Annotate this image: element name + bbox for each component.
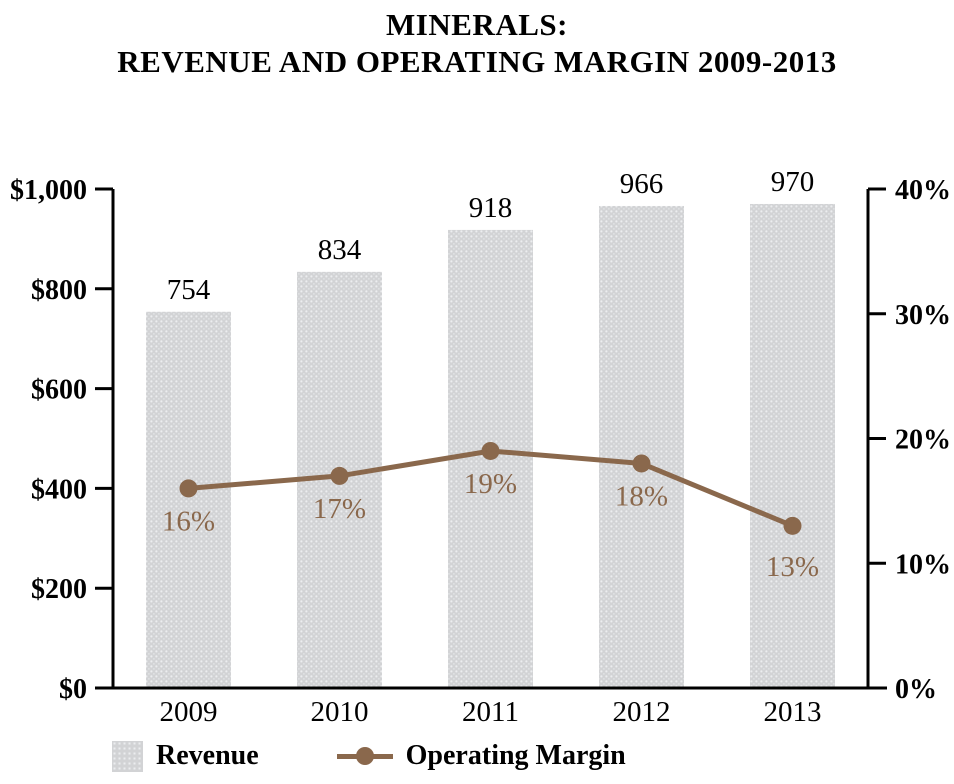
revenue-value-label: 754 bbox=[167, 274, 211, 306]
chart-title-line1: MINERALS: bbox=[386, 7, 568, 42]
margin-point-2009 bbox=[179, 479, 198, 498]
left-axis-label: $1,000 bbox=[10, 175, 87, 206]
margin-point-2011 bbox=[481, 441, 500, 460]
axis-tick-labels: $0 $200 $400 $600 $800 $1,000 0% 10% 20% 30% 40% bbox=[10, 175, 951, 705]
revenue-value-label: 970 bbox=[771, 166, 815, 198]
revenue-value-label: 966 bbox=[620, 168, 664, 200]
x-axis-year-label: 2012 bbox=[613, 696, 671, 728]
revenue-value-label: 834 bbox=[318, 234, 362, 266]
left-axis-label: $0 bbox=[59, 674, 87, 705]
x-axis-year-label: 2013 bbox=[764, 696, 822, 728]
margin-point-2012 bbox=[632, 454, 651, 473]
margin-value-label: 18% bbox=[615, 480, 668, 512]
operating-margin-line bbox=[179, 441, 802, 535]
revenue-bar-2013 bbox=[750, 203, 835, 688]
x-axis-year-label: 2010 bbox=[311, 696, 369, 728]
year-labels: 2009 2010 2011 2012 2013 bbox=[160, 696, 822, 728]
x-axis-year-label: 2009 bbox=[160, 696, 218, 728]
left-axis-label: $600 bbox=[31, 375, 87, 406]
right-axis-label: 40% bbox=[895, 175, 951, 206]
right-axis-label: 30% bbox=[895, 300, 951, 331]
right-axis-label: 10% bbox=[895, 549, 951, 580]
legend-item-operating-margin: Operating Margin bbox=[336, 740, 626, 772]
legend-revenue-label: Revenue bbox=[156, 740, 259, 771]
legend-margin-label: Operating Margin bbox=[405, 740, 626, 771]
left-axis-label: $800 bbox=[31, 275, 87, 306]
left-axis-label: $400 bbox=[31, 474, 87, 505]
axes bbox=[95, 187, 887, 690]
revenue-value-label: 918 bbox=[469, 192, 513, 224]
right-axis-label: 20% bbox=[895, 425, 951, 456]
right-axis-label: 0% bbox=[895, 674, 937, 705]
margin-value-label: 17% bbox=[313, 493, 366, 525]
margin-value-label: 16% bbox=[162, 505, 215, 537]
revenue-bar-2012 bbox=[599, 205, 684, 688]
chart-title: MINERALS: REVENUE AND OPERATING MARGIN 2… bbox=[0, 6, 954, 80]
operating-margin-swatch-icon bbox=[336, 747, 393, 765]
x-axis-year-label: 2011 bbox=[462, 696, 519, 728]
revenue-bar-2009 bbox=[146, 311, 231, 688]
legend-item-revenue: Revenue bbox=[112, 740, 259, 772]
left-axis-label: $200 bbox=[31, 574, 87, 605]
margin-value-label: 19% bbox=[464, 468, 517, 500]
revenue-swatch-icon bbox=[112, 740, 143, 772]
margin-point-2010 bbox=[330, 466, 349, 485]
margin-value-label: 13% bbox=[766, 551, 819, 583]
chart-legend: Revenue Operating Margin bbox=[112, 740, 626, 772]
chart-title-line2: REVENUE AND OPERATING MARGIN 2009-2013 bbox=[117, 44, 837, 79]
margin-value-labels: 16% 17% 19% 18% 13% bbox=[162, 468, 819, 583]
revenue-value-labels: 754 834 918 966 970 bbox=[167, 166, 815, 306]
margin-point-2013 bbox=[783, 516, 802, 535]
